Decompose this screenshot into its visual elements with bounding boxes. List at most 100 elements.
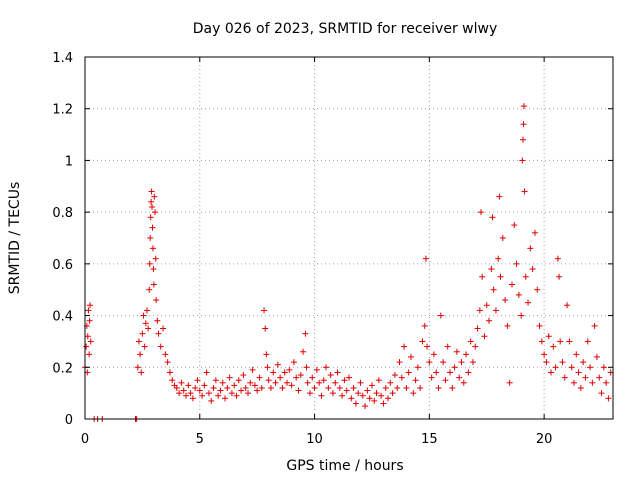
- data-point: [212, 377, 219, 384]
- data-point: [231, 382, 238, 389]
- data-point: [515, 291, 522, 298]
- data-point: [215, 392, 222, 399]
- data-point: [240, 372, 247, 379]
- data-point: [332, 379, 339, 386]
- data-point: [495, 255, 502, 262]
- x-tick-label: 20: [536, 432, 553, 447]
- data-point: [244, 390, 251, 397]
- data-point: [476, 307, 483, 314]
- data-point: [364, 387, 371, 394]
- data-point: [185, 382, 192, 389]
- data-point: [249, 366, 256, 373]
- data-point: [189, 395, 196, 402]
- data-point: [302, 330, 309, 337]
- data-point: [313, 366, 320, 373]
- data-point: [85, 307, 92, 314]
- data-point: [304, 379, 311, 386]
- y-axis-label: SRMTID / TECUs: [7, 182, 23, 295]
- data-point: [550, 343, 557, 350]
- data-point: [519, 157, 526, 164]
- data-point: [573, 351, 580, 358]
- data-point: [593, 353, 600, 360]
- data-point: [336, 384, 343, 391]
- data-point: [417, 384, 424, 391]
- data-point: [543, 359, 550, 366]
- data-point: [242, 384, 249, 391]
- data-point: [449, 384, 456, 391]
- data-point: [362, 403, 369, 410]
- data-point: [270, 369, 277, 376]
- data-point: [421, 322, 428, 329]
- data-point: [531, 229, 538, 236]
- data-point: [538, 338, 545, 345]
- data-point: [137, 351, 144, 358]
- data-point: [352, 400, 359, 407]
- data-point: [205, 390, 212, 397]
- data-point: [138, 369, 145, 376]
- data-point: [341, 377, 348, 384]
- plot-frame: [84, 56, 614, 420]
- data-point: [288, 382, 295, 389]
- data-point: [596, 374, 603, 381]
- data-point: [430, 351, 437, 358]
- data-point: [490, 286, 497, 293]
- data-point: [428, 374, 435, 381]
- data-point: [407, 353, 414, 360]
- data-point: [556, 273, 563, 280]
- data-point: [139, 330, 146, 337]
- data-point: [153, 297, 160, 304]
- data-point: [357, 379, 364, 386]
- data-point: [150, 266, 157, 273]
- data-point: [279, 384, 286, 391]
- data-point: [380, 400, 387, 407]
- data-point: [391, 372, 398, 379]
- data-point: [142, 320, 149, 327]
- data-point: [146, 286, 153, 293]
- y-tick-label: 1: [65, 154, 73, 169]
- data-point: [419, 338, 426, 345]
- data-point: [346, 374, 352, 381]
- data-point: [405, 369, 412, 376]
- data-point: [196, 387, 203, 394]
- data-points: [82, 103, 614, 422]
- data-point: [316, 379, 323, 386]
- data-point: [141, 343, 148, 350]
- data-point: [557, 338, 564, 345]
- data-point: [86, 351, 93, 358]
- data-point: [499, 235, 506, 241]
- data-point: [486, 317, 493, 324]
- data-point: [414, 364, 421, 371]
- data-point: [219, 379, 226, 386]
- data-point: [366, 395, 373, 402]
- data-point: [506, 379, 513, 386]
- y-tick-label: 0.2: [52, 361, 73, 376]
- data-point: [474, 325, 481, 332]
- data-point: [152, 255, 159, 262]
- data-point: [274, 361, 281, 368]
- data-point: [145, 325, 152, 332]
- data-point: [518, 312, 525, 319]
- data-point: [222, 395, 229, 402]
- x-tick-label: 5: [196, 432, 204, 447]
- data-point: [389, 390, 396, 397]
- data-point: [254, 387, 261, 394]
- data-point: [440, 359, 447, 366]
- data-point: [529, 266, 536, 273]
- data-point: [166, 369, 173, 376]
- data-point: [559, 359, 566, 366]
- data-point: [300, 348, 307, 355]
- data-point: [575, 369, 582, 376]
- data-point: [135, 338, 142, 345]
- data-point: [176, 390, 183, 397]
- data-point: [228, 390, 235, 397]
- data-point: [591, 322, 598, 329]
- data-point: [147, 214, 154, 221]
- data-point: [600, 364, 607, 371]
- data-point: [306, 390, 313, 397]
- data-point: [157, 343, 164, 350]
- data-point: [290, 359, 297, 366]
- data-point: [208, 397, 215, 404]
- data-point: [238, 387, 245, 394]
- data-point: [478, 209, 484, 216]
- data-point: [492, 307, 499, 314]
